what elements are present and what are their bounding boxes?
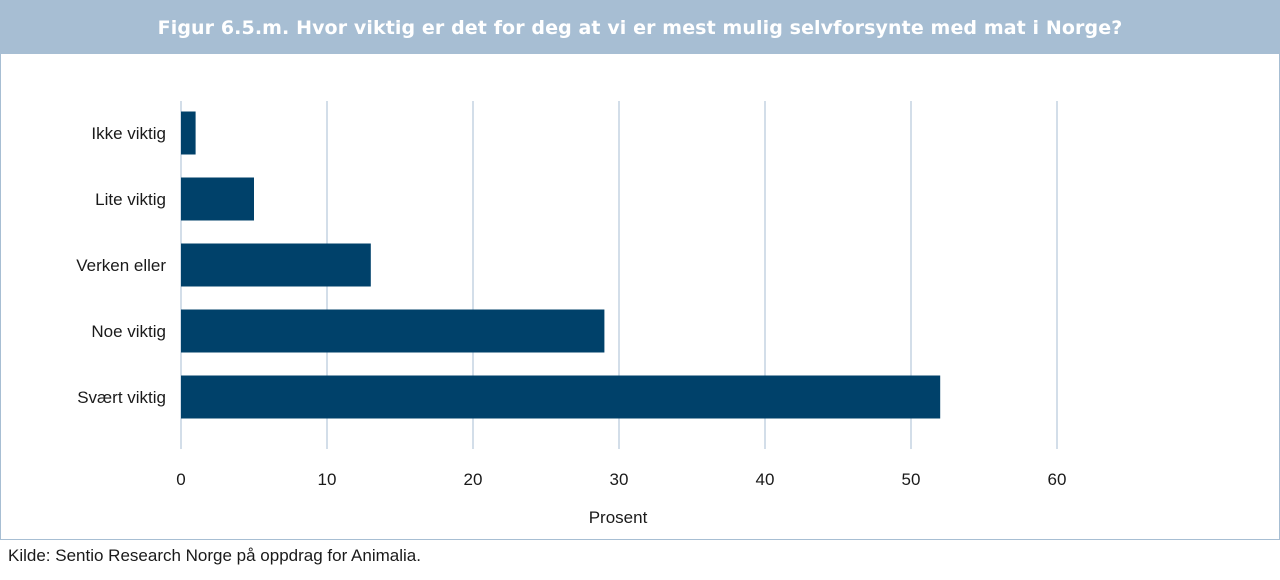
category-label-2: Verken eller xyxy=(76,256,166,275)
category-label-0: Ikke viktig xyxy=(91,124,166,143)
x-tick-label-0: 0 xyxy=(176,470,185,489)
bar-2 xyxy=(181,243,371,287)
chart-title: Figur 6.5.m. Hvor viktig er det for deg … xyxy=(157,16,1123,39)
x-tick-label-2: 20 xyxy=(464,470,483,489)
x-tick-label-5: 50 xyxy=(902,470,921,489)
bar-0 xyxy=(181,111,196,155)
source-note: Kilde: Sentio Research Norge på oppdrag … xyxy=(8,546,421,565)
bar-4 xyxy=(181,375,941,419)
x-tick-label-4: 40 xyxy=(756,470,775,489)
x-tick-label-3: 30 xyxy=(610,470,629,489)
x-tick-label-1: 10 xyxy=(318,470,337,489)
bar-1 xyxy=(181,177,254,221)
x-tick-label-6: 60 xyxy=(1048,470,1067,489)
x-axis-label: Prosent xyxy=(589,508,648,527)
bar-chart: Ikke viktig Lite viktig Verken eller Noe vi… xyxy=(76,101,1067,527)
category-label-4: Svært viktig xyxy=(77,388,166,407)
title-bar: Figur 6.5.m. Hvor viktig er det for deg … xyxy=(1,1,1279,54)
chart-figure: Figur 6.5.m. Hvor viktig er det for deg … xyxy=(0,0,1280,540)
bar-3 xyxy=(181,309,605,353)
category-label-3: Noe viktig xyxy=(91,322,166,341)
category-label-1: Lite viktig xyxy=(95,190,166,209)
